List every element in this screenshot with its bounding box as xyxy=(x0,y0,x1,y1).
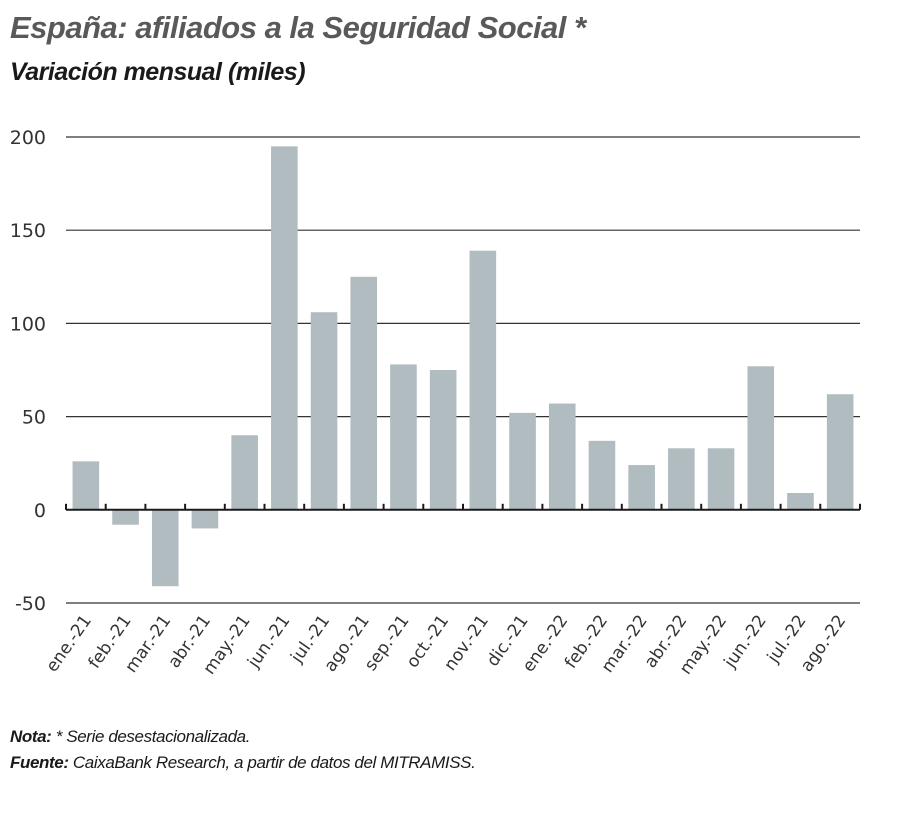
note-text: * Serie desestacionalizada. xyxy=(51,727,251,746)
bar xyxy=(191,509,219,529)
bar-chart: 200 150 100 50 0 -50 ene.-21feb.-21mar.-21abr… xyxy=(10,127,861,678)
bar xyxy=(72,461,100,510)
bar xyxy=(429,370,457,510)
footnotes: Nota: * Serie desestacionalizada. Fuente… xyxy=(10,724,476,776)
source-text: CaixaBank Research, a partir de datos de… xyxy=(68,753,476,772)
bar xyxy=(390,364,417,510)
y-tick-label: 50 xyxy=(22,407,46,429)
bar xyxy=(628,465,655,510)
note-line: Nota: * Serie desestacionalizada. xyxy=(10,724,475,750)
source-line: Fuente: CaixaBank Research, a partir de … xyxy=(10,750,476,776)
y-tick-label: 0 xyxy=(34,500,46,522)
note-label: Nota: xyxy=(10,727,52,746)
x-tick-label: ene.-21 xyxy=(42,611,96,676)
bar xyxy=(469,250,497,510)
bar xyxy=(231,435,258,510)
y-tick-label: 100 xyxy=(10,313,46,335)
bar xyxy=(112,509,139,525)
gridlines xyxy=(66,136,860,604)
x-axis xyxy=(65,503,861,511)
bar xyxy=(350,276,378,510)
bar xyxy=(747,366,775,510)
bar xyxy=(707,448,735,510)
bar xyxy=(151,509,179,587)
y-tick-label: 150 xyxy=(10,220,46,242)
y-tick-label: -50 xyxy=(15,593,46,615)
bar xyxy=(787,493,814,510)
bar xyxy=(826,394,854,510)
bar xyxy=(548,403,576,510)
y-tick-label: 200 xyxy=(10,127,46,149)
bar xyxy=(271,146,298,510)
bars xyxy=(72,146,854,587)
bar xyxy=(509,412,536,510)
bar xyxy=(588,440,616,510)
bar xyxy=(310,312,338,510)
bar xyxy=(668,448,695,510)
x-axis-labels: ene.-21feb.-21mar.-21abr.-21may.-21jun.-… xyxy=(42,611,850,678)
y-axis-labels: 200 150 100 50 0 -50 xyxy=(10,127,46,615)
chart-subtitle: Variación mensual (miles) xyxy=(10,58,306,86)
source-label: Fuente: xyxy=(10,753,69,772)
chart-title: España: afiliados a la Seguridad Social … xyxy=(10,10,586,45)
